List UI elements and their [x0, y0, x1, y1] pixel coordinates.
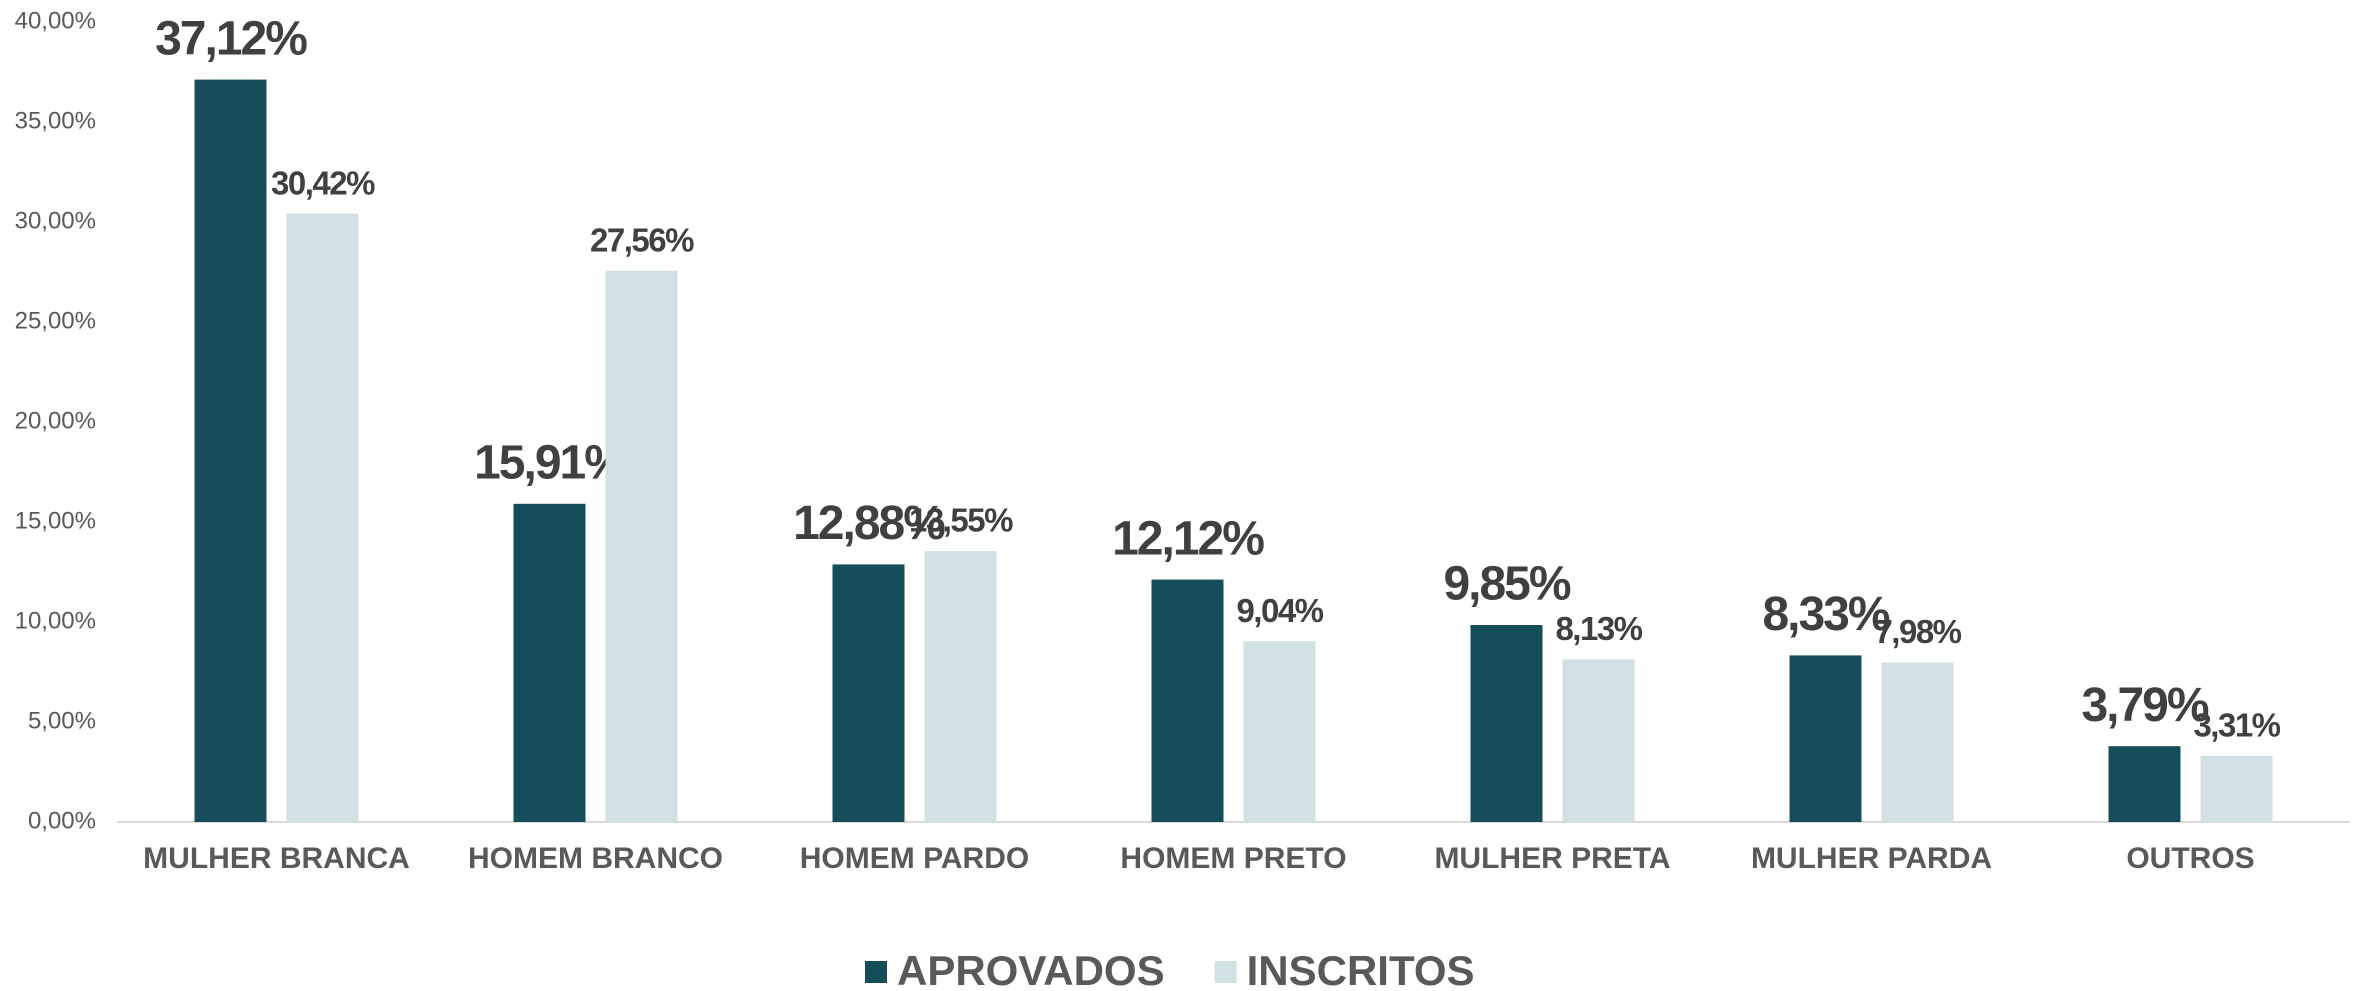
data-label: 15,91% [474, 436, 626, 489]
data-label: 27,56% [590, 222, 694, 259]
bar [1151, 579, 1224, 822]
bar [2108, 746, 2181, 822]
legend-label: INSCRITOS [1247, 947, 1475, 991]
data-label: 13,55% [909, 502, 1013, 539]
bar [1470, 625, 1543, 822]
x-tick-label: MULHER PARDA [1751, 842, 1992, 875]
bar [1243, 641, 1316, 822]
y-tick-label: 15,00% [15, 507, 96, 534]
bar [924, 551, 997, 822]
data-label: 8,13% [1555, 610, 1642, 647]
bar [832, 564, 905, 822]
legend-swatch [865, 961, 887, 983]
x-tick-label: MULHER BRANCA [143, 842, 410, 875]
legend-swatch [1214, 961, 1237, 983]
bar [2200, 755, 2273, 822]
data-label: 7,98% [1874, 613, 1961, 650]
y-tick-label: 5,00% [28, 707, 96, 734]
data-label: 9,85% [1443, 558, 1570, 611]
data-label: 3,31% [2193, 707, 2280, 744]
y-tick-label: 30,00% [15, 207, 96, 234]
y-tick-label: 10,00% [15, 607, 96, 634]
bar [1881, 662, 1954, 822]
bar [286, 213, 359, 823]
x-tick-label: HOMEM BRANCO [468, 842, 723, 875]
x-tick-label: OUTROS [2126, 842, 2254, 875]
y-tick-label: 20,00% [15, 407, 96, 434]
bar [1562, 659, 1635, 822]
x-tick-label: HOMEM PRETO [1120, 842, 1346, 875]
x-tick-label: HOMEM PARDO [800, 842, 1029, 875]
legend-label: APROVADOS [897, 947, 1165, 991]
bar [513, 503, 586, 822]
data-label: 3,79% [2081, 679, 2208, 732]
data-label: 8,33% [1762, 588, 1889, 641]
y-tick-label: 0,00% [28, 807, 96, 834]
data-label: 9,04% [1236, 592, 1323, 629]
data-label: 37,12% [155, 12, 307, 65]
y-tick-label: 40,00% [15, 7, 96, 34]
x-tick-label: MULHER PRETA [1434, 842, 1670, 875]
y-tick-label: 35,00% [15, 107, 96, 134]
data-label: 30,42% [271, 164, 375, 201]
data-label: 12,12% [1112, 512, 1264, 565]
y-tick-label: 25,00% [15, 307, 96, 334]
data-label: 12,88% [793, 497, 945, 550]
bar [194, 79, 267, 823]
bar [605, 270, 678, 822]
bar [1789, 655, 1862, 822]
